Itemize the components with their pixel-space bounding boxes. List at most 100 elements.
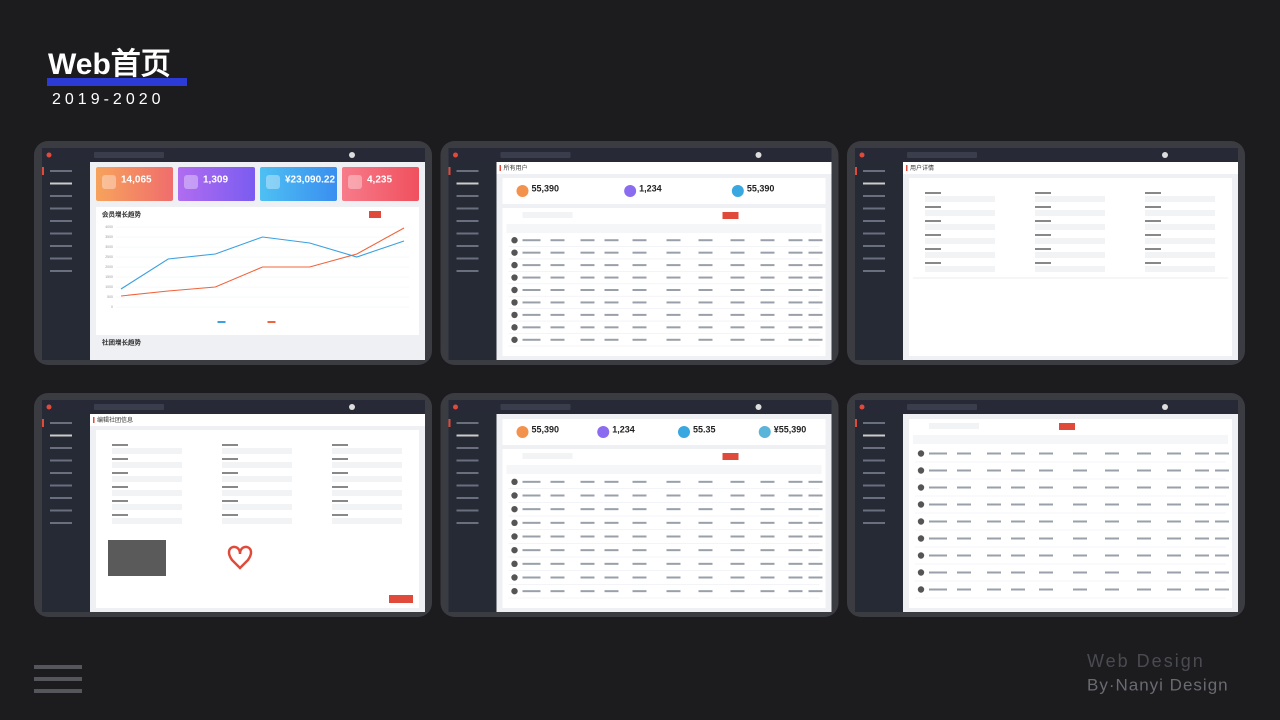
cell-placeholder [632,338,647,341]
cell-placeholder [929,571,947,574]
cell-placeholder [1039,588,1053,591]
cell-placeholder [522,289,541,291]
nav-item [50,472,72,474]
user-avatar [1162,404,1168,410]
cell-placeholder [1011,571,1025,574]
nav-item [863,207,885,210]
cell-placeholder [730,338,745,341]
nav-active [448,419,451,427]
cell-placeholder [604,301,619,304]
cell-placeholder [632,289,647,291]
field-input [1035,238,1105,244]
field-label [112,500,128,502]
avatar [511,546,518,554]
cell-placeholder [1073,503,1087,506]
cell-placeholder [1215,588,1229,591]
field-label [332,444,348,446]
cell-placeholder [760,251,775,254]
cell-placeholder [730,562,745,565]
cell-placeholder [632,508,647,511]
cell-placeholder [1195,571,1209,574]
cell-placeholder [987,469,1001,472]
nav-item [50,422,72,424]
field-input [925,252,995,258]
cell-placeholder [604,521,619,524]
cell-placeholder [929,588,947,591]
stats-panel [502,419,826,445]
top-bar [448,148,832,162]
nav-item [863,459,885,462]
nav-item [456,422,479,424]
top-bar [42,148,425,162]
nav-item [863,522,885,524]
cell-placeholder [987,486,1001,489]
cell-placeholder [1195,503,1209,506]
field-label [1035,220,1051,222]
nav-active [42,167,44,175]
stat-value: 1,309 [203,175,228,186]
user-avatar [1162,152,1168,158]
cell-placeholder [957,588,971,591]
logo [453,404,458,410]
field-label [1145,220,1161,222]
y-tick-label: 500 [107,295,113,299]
nav-item [863,257,885,260]
cell-placeholder [730,535,745,538]
search-box [907,152,977,158]
field-input [1145,252,1215,258]
cell-placeholder [808,276,823,279]
nav-item [50,182,72,185]
avatar [917,586,925,593]
menu-icon[interactable] [34,665,82,693]
nav-item [863,182,885,185]
nav-item [456,434,479,437]
cell-placeholder [604,289,619,291]
screen-title: 所有用户 [504,164,528,172]
avatar [511,261,518,269]
cell-placeholder [1137,588,1151,591]
title-marker [906,165,908,171]
cell-placeholder [604,549,619,552]
cell-placeholder [522,576,541,579]
sidebar [448,414,497,612]
nav-item [863,509,885,512]
field-label [925,206,941,208]
field-input [1145,196,1215,202]
cell-placeholder [632,590,647,593]
cell-placeholder [808,549,823,552]
cell-placeholder [929,554,947,557]
cell-placeholder [604,239,619,242]
field-input [112,504,182,510]
nav-active [448,167,451,175]
cell-placeholder [1215,503,1229,506]
nav-item [50,434,72,437]
avatar [511,560,518,568]
cell-placeholder [788,549,803,552]
cell-placeholder [1137,452,1151,455]
cell-placeholder [550,494,565,497]
cell-placeholder [632,239,647,242]
cell-placeholder [1137,554,1151,557]
nav-item [863,484,885,487]
cell-placeholder [666,276,681,279]
top-bar [855,148,1238,162]
avatar [511,533,518,540]
field-label [1145,206,1161,208]
field-input [1035,196,1105,202]
cell-placeholder [666,549,681,552]
cell-placeholder [1073,452,1087,455]
cell-placeholder [632,562,647,565]
cell-placeholder [808,535,823,538]
cell-placeholder [1195,486,1209,489]
cell-placeholder [1167,571,1181,574]
cell-placeholder [730,480,745,483]
cell-placeholder [698,480,713,483]
cell-placeholder [698,549,713,552]
field-input [332,476,402,482]
cell-placeholder [1011,588,1025,591]
field-label [112,486,128,488]
cell-placeholder [987,537,1001,540]
search-box [94,152,164,158]
cell-placeholder [580,535,595,538]
cell-placeholder [788,535,803,538]
